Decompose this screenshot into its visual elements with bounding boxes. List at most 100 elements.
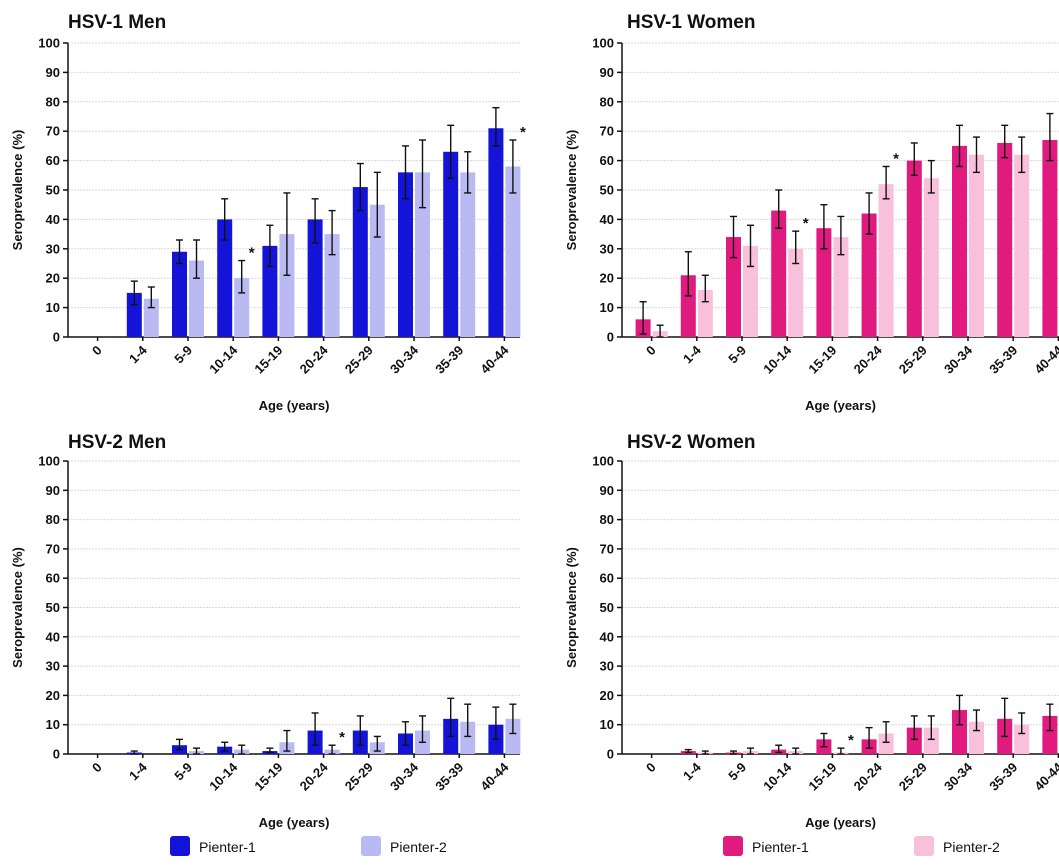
panel-title: HSV-1 Women <box>627 12 755 33</box>
legend-swatch-pienter-1 <box>170 836 190 856</box>
x-tick-label: 30-34 <box>387 342 422 377</box>
x-tick-label: 5-9 <box>725 760 749 784</box>
legend-label: Pienter-2 <box>943 839 1000 855</box>
bar-pienter-1 <box>488 128 504 337</box>
y-tick-label: 30 <box>46 241 60 256</box>
legend-swatch-pienter-2 <box>914 836 934 856</box>
bar-pienter-2 <box>505 166 521 337</box>
bar-pienter-2 <box>969 721 984 754</box>
legend-label: Pienter-1 <box>752 839 809 855</box>
x-tick-label: 0 <box>89 343 105 359</box>
x-tick-label: 0 <box>643 343 659 359</box>
legend-swatch-pienter-2 <box>361 836 381 856</box>
bar-pienter-1 <box>906 727 922 754</box>
x-tick-label: 1-4 <box>126 759 150 783</box>
bar-pienter-2 <box>460 721 476 754</box>
y-tick-label: 100 <box>592 454 614 469</box>
x-tick-label: 10-14 <box>206 342 241 377</box>
y-tick-label: 70 <box>46 124 60 139</box>
y-tick-label: 70 <box>600 541 614 556</box>
y-axis-title: Seroprevalence (%) <box>10 130 25 251</box>
bar-pienter-2 <box>878 184 894 337</box>
x-tick-label: 30-34 <box>941 342 976 377</box>
bar-pienter-2 <box>189 260 204 337</box>
y-tick-label: 30 <box>46 659 60 674</box>
y-tick-label: 60 <box>46 571 60 586</box>
y-tick-label: 20 <box>600 271 614 286</box>
bar-pienter-2 <box>833 237 849 337</box>
y-tick-label: 50 <box>600 183 614 198</box>
x-tick-label: 20-24 <box>851 759 886 794</box>
x-tick-label: 40-44 <box>477 342 512 377</box>
y-tick-label: 0 <box>607 747 614 762</box>
x-tick-label: 40-44 <box>477 759 512 794</box>
x-tick-label: 10-14 <box>760 342 795 377</box>
y-tick-label: 50 <box>600 600 614 615</box>
bar-pienter-2 <box>697 289 713 337</box>
y-tick-label: 0 <box>53 747 60 762</box>
y-tick-label: 30 <box>600 241 614 256</box>
y-tick-label: 80 <box>600 512 614 527</box>
y-tick-label: 40 <box>600 629 614 644</box>
y-tick-label: 40 <box>600 212 614 227</box>
x-tick-label: 35-39 <box>432 343 466 377</box>
bar-pienter-1 <box>680 275 696 337</box>
y-axis-title: Seroprevalence (%) <box>10 547 25 668</box>
bar-pienter-2 <box>279 234 295 337</box>
x-tick-label: 40-44 <box>1031 759 1059 794</box>
x-tick-label: 0 <box>89 760 105 776</box>
x-tick-label: 10-14 <box>760 759 795 794</box>
x-tick-label: 20-24 <box>297 759 332 794</box>
bar-pienter-1 <box>398 172 413 337</box>
x-tick-label: 10-14 <box>206 759 241 794</box>
y-tick-label: 60 <box>600 153 614 168</box>
x-tick-label: 15-19 <box>251 760 285 794</box>
x-tick-label: 1-4 <box>126 342 150 366</box>
bar-pienter-1 <box>262 245 278 337</box>
panel-title: HSV-1 Men <box>68 12 166 33</box>
bar-pienter-2 <box>505 718 521 754</box>
y-tick-label: 90 <box>600 483 614 498</box>
bar-pienter-1 <box>443 151 459 337</box>
bar-pienter-2 <box>143 298 159 337</box>
y-axis-title: Seroprevalence (%) <box>564 130 579 251</box>
y-tick-label: 90 <box>46 65 60 80</box>
bar-pienter-2 <box>234 278 250 337</box>
panel-title: HSV-2 Women <box>627 432 755 453</box>
bar-pienter-1 <box>816 228 832 337</box>
y-tick-label: 30 <box>600 659 614 674</box>
y-tick-label: 90 <box>46 483 60 498</box>
significance-marker: * <box>803 215 809 232</box>
y-tick-label: 40 <box>46 212 60 227</box>
x-tick-label: 25-29 <box>342 760 376 794</box>
y-tick-label: 100 <box>38 454 60 469</box>
bar-pienter-2 <box>1014 154 1030 337</box>
bar-pienter-1 <box>952 145 967 337</box>
bar-pienter-2 <box>923 727 939 754</box>
x-tick-label: 0 <box>643 760 659 776</box>
bar-pienter-2 <box>1014 724 1030 754</box>
x-tick-label: 5-9 <box>725 343 749 367</box>
y-tick-label: 100 <box>38 36 60 51</box>
bar-pienter-1 <box>352 187 368 337</box>
legend-women: Pienter-1 Pienter-2 <box>723 836 1000 856</box>
y-tick-label: 60 <box>46 153 60 168</box>
y-tick-label: 70 <box>46 541 60 556</box>
y-tick-label: 90 <box>600 65 614 80</box>
bar-pienter-2 <box>743 245 758 337</box>
bar-pienter-1 <box>217 219 233 337</box>
y-tick-label: 20 <box>600 688 614 703</box>
x-tick-label: 25-29 <box>342 343 376 377</box>
bar-pienter-1 <box>307 219 323 337</box>
panel-title: HSV-2 Men <box>68 432 166 453</box>
bar-pienter-1 <box>1042 140 1058 337</box>
x-tick-label: 35-39 <box>432 760 466 794</box>
significance-marker: * <box>520 124 526 141</box>
legend-label: Pienter-1 <box>199 839 256 855</box>
y-tick-label: 100 <box>592 36 614 51</box>
x-tick-label: 15-19 <box>805 760 839 794</box>
bar-pienter-2 <box>415 172 430 337</box>
x-tick-label: 25-29 <box>896 343 930 377</box>
y-tick-label: 10 <box>600 717 614 732</box>
